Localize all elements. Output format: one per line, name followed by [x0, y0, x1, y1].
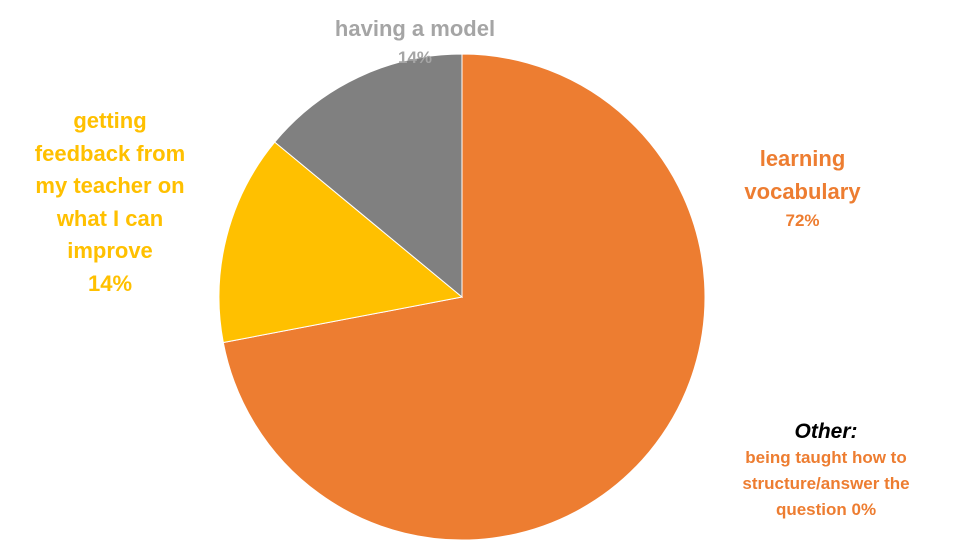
label-having-a-model-text: having a model [334, 16, 496, 41]
label-other-line: question 0% [775, 499, 877, 519]
label-learning-vocabulary: learning vocabulary 72% [715, 143, 890, 233]
label-other: Other: being taught how to structure/ans… [690, 418, 957, 523]
label-feedback-line: improve [67, 238, 153, 264]
pie-slice-getting-feedback-from-my-teacher-on-what-i-can-improve [218, 141, 464, 344]
label-feedback-line: feedback from [34, 140, 186, 166]
label-having-a-model: having a model 14% [290, 16, 540, 69]
label-feedback-pct: 14% [87, 270, 133, 296]
label-having-a-model-pct: 14% [397, 48, 433, 68]
label-other-line: structure/answer the [742, 474, 910, 494]
label-other-title: Other: [794, 420, 858, 443]
label-feedback: getting feedback from my teacher on what… [0, 105, 220, 300]
label-vocab-line: vocabulary [744, 178, 861, 204]
label-vocab-pct: 72% [785, 211, 820, 231]
label-feedback-line: my teacher on [35, 173, 185, 199]
label-feedback-line: what I can [56, 205, 164, 231]
label-vocab-line: learning [759, 146, 846, 171]
label-other-line: being taught how to [745, 448, 907, 468]
pie-slices [218, 53, 706, 541]
label-feedback-line: getting [73, 108, 147, 133]
pie-slice-having-a-model [274, 53, 463, 299]
pie-slice-learning-vocabulary [222, 53, 706, 541]
